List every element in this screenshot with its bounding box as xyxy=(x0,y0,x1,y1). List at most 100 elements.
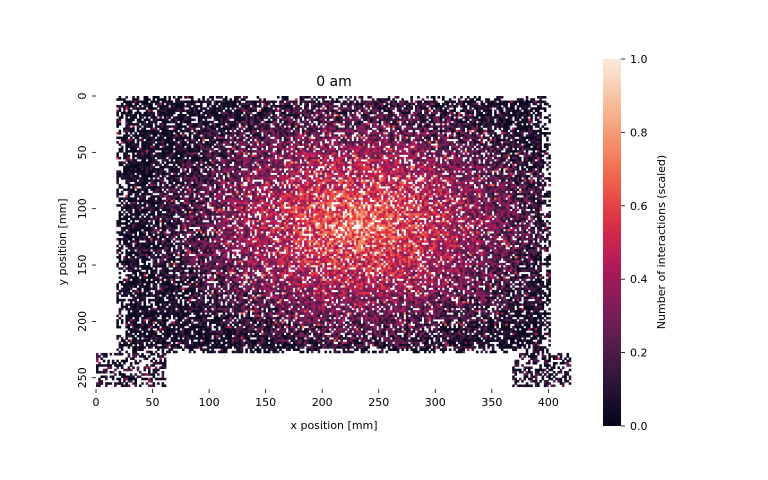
heatmap-cell xyxy=(141,136,144,140)
heatmap-cell xyxy=(403,152,407,155)
heatmap-cell xyxy=(258,134,262,137)
heatmap-cell xyxy=(150,136,153,140)
heatmap-cell xyxy=(446,152,450,155)
heatmap-cell xyxy=(390,141,393,144)
heatmap-cell xyxy=(288,102,291,106)
heatmap-cell xyxy=(181,156,185,160)
heatmap-cell xyxy=(426,145,429,149)
heatmap-cell xyxy=(299,96,303,99)
heatmap-cell xyxy=(247,109,251,113)
heatmap-cell xyxy=(200,127,203,131)
heatmap-cell xyxy=(428,129,432,133)
heatmap-cell xyxy=(453,107,456,110)
heatmap-cell xyxy=(218,120,221,124)
heatmap-cell xyxy=(233,143,237,146)
heatmap-cell xyxy=(421,159,425,162)
heatmap-cell xyxy=(387,114,391,117)
heatmap-cell xyxy=(340,156,343,160)
heatmap-cell xyxy=(290,123,294,126)
heatmap-cell xyxy=(154,154,158,158)
heatmap-cell xyxy=(175,105,178,108)
heatmap-cell xyxy=(383,159,386,162)
heatmap-cell xyxy=(414,138,418,142)
heatmap-cell xyxy=(274,120,278,124)
heatmap-cell xyxy=(426,156,429,160)
heatmap-cell xyxy=(313,138,316,142)
heatmap-cell xyxy=(505,114,508,117)
heatmap-cell xyxy=(261,107,264,110)
heatmap-cell xyxy=(224,120,228,124)
heatmap-cell xyxy=(453,109,456,113)
heatmap-cell xyxy=(213,114,217,117)
heatmap-cell xyxy=(143,132,147,135)
heatmap-cell xyxy=(401,145,404,149)
heatmap-cell xyxy=(125,102,128,106)
heatmap-cell xyxy=(288,136,291,140)
heatmap-cell xyxy=(195,163,199,167)
heatmap-cell xyxy=(381,107,384,110)
heatmap-cell xyxy=(410,147,413,151)
heatmap-cell xyxy=(491,159,495,162)
heatmap-cell xyxy=(127,100,131,104)
heatmap-cell xyxy=(548,161,551,164)
heatmap-cell xyxy=(227,107,230,110)
heatmap-cell xyxy=(290,170,294,173)
heatmap-cell xyxy=(491,102,495,106)
heatmap-cell xyxy=(365,138,368,142)
heatmap-cell xyxy=(437,102,441,106)
heatmap-cell xyxy=(317,138,321,142)
heatmap-cell xyxy=(213,152,217,155)
heatmap-cell xyxy=(381,165,384,169)
heatmap-cell xyxy=(537,168,540,171)
heatmap-cell xyxy=(548,156,551,160)
heatmap-cell xyxy=(215,109,219,113)
heatmap-cell xyxy=(482,125,486,128)
heatmap-cell xyxy=(539,154,542,158)
heatmap-cell xyxy=(290,105,294,108)
heatmap-cell xyxy=(233,138,237,142)
heatmap-cell xyxy=(138,125,142,128)
heatmap-cell xyxy=(215,159,219,162)
heatmap-cell xyxy=(229,111,233,115)
heatmap-cell xyxy=(292,111,296,115)
heatmap-cell xyxy=(286,154,289,158)
heatmap-cell xyxy=(229,170,233,173)
heatmap-cell xyxy=(351,141,355,144)
heatmap-cell xyxy=(249,111,253,115)
heatmap-cell xyxy=(453,105,456,108)
heatmap-cell xyxy=(184,134,187,137)
heatmap-cell xyxy=(195,159,199,162)
heatmap-cell xyxy=(317,100,321,104)
heatmap-cell xyxy=(446,125,450,128)
heatmap-cell xyxy=(274,138,278,142)
heatmap-cell xyxy=(466,118,470,122)
heatmap-cell xyxy=(530,156,533,160)
heatmap-cell xyxy=(200,145,203,149)
heatmap-cell xyxy=(272,145,275,149)
heatmap-cell xyxy=(347,109,350,113)
heatmap-cell xyxy=(120,114,124,117)
heatmap-cell xyxy=(349,129,352,133)
heatmap-cell xyxy=(374,116,377,119)
heatmap-cell xyxy=(455,152,459,155)
heatmap-cell xyxy=(498,141,502,144)
heatmap-cell xyxy=(181,154,185,158)
heatmap-cell xyxy=(537,107,540,110)
heatmap-cell xyxy=(446,102,450,106)
heatmap-cell xyxy=(229,154,233,158)
heatmap-cell xyxy=(423,102,427,106)
heatmap-cell xyxy=(247,165,251,169)
heatmap-cell xyxy=(392,100,395,104)
heatmap-cell xyxy=(191,123,194,126)
heatmap-cell xyxy=(292,134,296,137)
heatmap-cell xyxy=(419,129,423,133)
heatmap-cell xyxy=(116,141,119,144)
heatmap-cell xyxy=(507,152,511,155)
heatmap-cell xyxy=(148,129,151,133)
heatmap-cell xyxy=(333,134,337,137)
heatmap-cell xyxy=(521,145,524,149)
heatmap-cell xyxy=(514,147,518,151)
heatmap-cell xyxy=(276,105,280,108)
heatmap-cell xyxy=(249,129,253,133)
heatmap-cell xyxy=(116,118,119,122)
